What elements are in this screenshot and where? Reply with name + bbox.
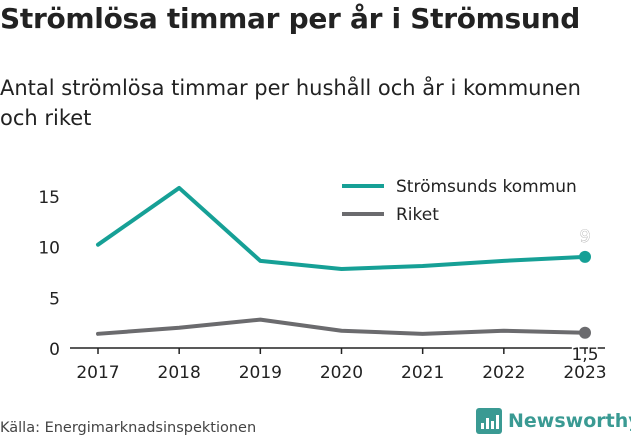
bar-chart-icon: [476, 408, 502, 434]
line-chart: 0 5 10 15 2017 2018 2019 2020 2021 2022 2023 9 1,5 St…: [38, 177, 606, 383]
x-tick-label: 2021: [401, 363, 444, 383]
series-end-point-1: [579, 326, 591, 339]
y-tick-label: 10: [38, 239, 60, 259]
series-end-point-0: [579, 250, 591, 263]
y-tick-label: 0: [49, 340, 60, 360]
legend-label-1: Riket: [396, 205, 439, 225]
series-line-1: [96, 317, 587, 336]
chart-title: Strömlösa timmar per år i Strömsund: [0, 2, 580, 35]
data-label-riket: 1,5: [571, 345, 598, 365]
x-tick-label: 2017: [76, 363, 119, 383]
series-line-0: [96, 185, 587, 271]
x-tick-label: 2022: [482, 363, 525, 383]
x-tick-label: 2018: [158, 363, 201, 383]
legend-label-0: Strömsunds kommun: [396, 177, 577, 197]
data-label-kommun: 9: [580, 227, 591, 247]
source-note: Källa: Energimarknadsinspektionen: [0, 420, 257, 436]
newsworthy-logo: Newsworthy: [476, 408, 631, 434]
chart-subtitle: Antal strömlösa timmar per hushåll och å…: [0, 76, 581, 130]
y-tick-label: 5: [49, 289, 60, 309]
x-tick-label: 2023: [563, 363, 606, 383]
x-tick-label: 2020: [320, 363, 363, 383]
x-tick-label: 2019: [239, 363, 282, 383]
logo-text: Newsworthy: [508, 410, 631, 432]
y-tick-label: 15: [38, 188, 60, 208]
